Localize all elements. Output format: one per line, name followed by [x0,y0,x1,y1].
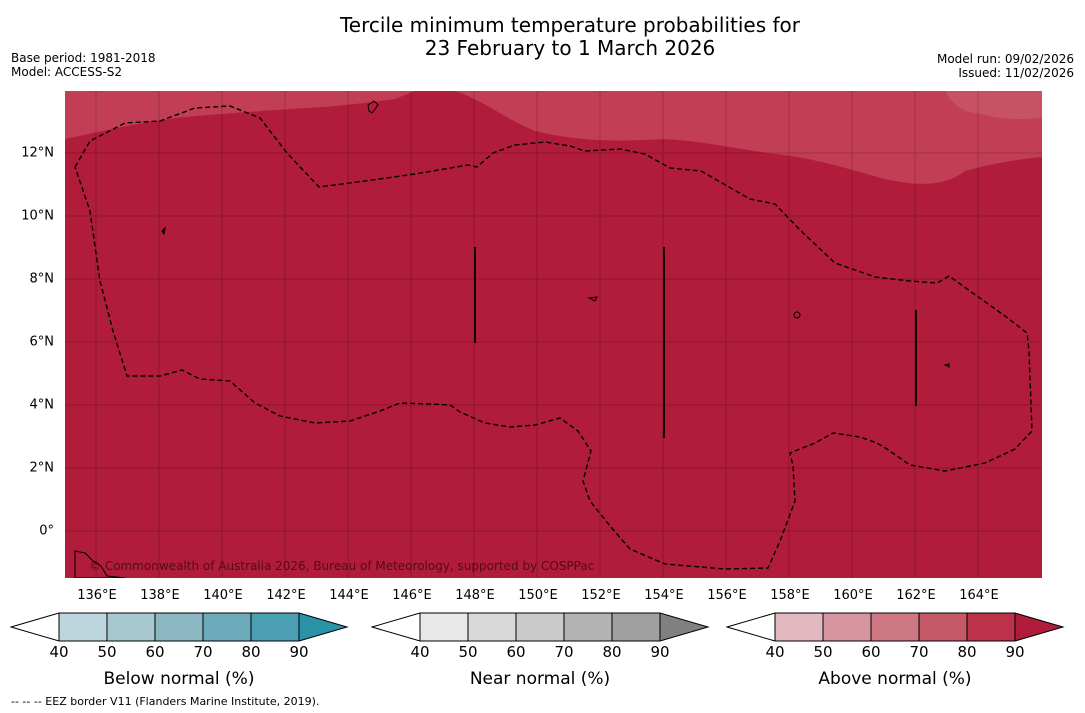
lon-tick-146: 146°E [392,588,432,603]
cb-below-seg-6 [299,613,347,641]
map-fill-above-80-right [455,91,1042,184]
cb-above-tick-80: 80 [957,643,977,661]
lon-tick-156: 156°E [707,588,747,603]
lat-tick-4: 4°N [29,397,55,413]
base-period-text: Base period: 1981-2018 [11,51,156,65]
cb-below-seg-2 [107,613,155,641]
copyright-notice: © Commonwealth of Australia 2026, Bureau… [89,559,594,573]
cb-above-seg-3 [871,613,919,641]
model-text: Model: ACCESS-S2 [11,65,123,79]
lon-tick-148: 148°E [455,588,495,603]
cb-below-seg-1 [59,613,107,641]
cb-near-tick-50: 50 [458,643,478,661]
island-small-2 [943,363,950,368]
island-guam [367,100,379,114]
chart-title: Tercile minimum temperature probabilitie… [0,14,1085,60]
cb-near-tick-80: 80 [602,643,622,661]
map-fill-above-70 [945,91,1042,120]
lon-tick-150: 150°E [518,588,558,603]
cb-below-tick-40: 40 [49,643,69,661]
cb-above-tick-40: 40 [765,643,785,661]
cb-near-seg-0 [372,613,420,641]
lat-tick-6: 6°N [29,334,55,350]
colorbar-below-normal [10,612,349,642]
cb-above-seg-0 [727,613,775,641]
island-palau [161,226,166,236]
island-png-coast [74,550,126,578]
eez-footnote: -- -- -- EEZ border V11 (Flanders Marine… [11,695,320,708]
lon-tick-140: 140°E [203,588,243,603]
lat-tick-8: 8°N [29,271,55,287]
cb-below-tick-50: 50 [97,643,117,661]
model-run-text: Model run: 09/02/2026 [936,52,1074,66]
lon-tick-162: 162°E [896,588,936,603]
cb-near-seg-2 [468,613,516,641]
lon-tick-154: 154°E [644,588,684,603]
cb-above-seg-2 [823,613,871,641]
cb-above-seg-5 [967,613,1015,641]
cb-near-tick-90: 90 [650,643,670,661]
cb-below-tick-60: 60 [145,643,165,661]
title-line-1: Tercile minimum temperature probabilitie… [339,13,801,37]
probability-map[interactable]: © Commonwealth of Australia 2026, Bureau… [65,91,1042,578]
island-small-1 [587,296,598,302]
cb-above-tick-90: 90 [1005,643,1025,661]
cb-near-seg-4 [564,613,612,641]
colorbar-above-normal [726,612,1065,642]
graticule [65,91,1042,578]
colorbar-near-normal [371,612,710,642]
cb-above-tick-50: 50 [813,643,833,661]
eez-border [74,105,1033,570]
cb-near-seg-6 [660,613,708,641]
lon-tick-142: 142°E [266,588,306,603]
lon-tick-160: 160°E [833,588,873,603]
lon-tick-158: 158°E [770,588,810,603]
cb-below-tick-90: 90 [289,643,309,661]
cb-below-tick-70: 70 [193,643,213,661]
lat-tick-2: 2°N [29,460,55,476]
lon-tick-152: 152°E [581,588,621,603]
lon-tick-144: 144°E [329,588,369,603]
title-line-2: 23 February to 1 March 2026 [424,36,716,60]
cb-below-seg-4 [203,613,251,641]
lat-tick-0: 0° [39,523,54,539]
cb-near-tick-40: 40 [410,643,430,661]
cb-near-tick-70: 70 [554,643,574,661]
map-fill-above-80 [65,91,415,139]
island-atoll [793,311,801,319]
cb-below-seg-0 [11,613,59,641]
issued-text: Issued: 11/02/2026 [958,66,1074,80]
cb-above-tick-60: 60 [861,643,881,661]
cb-near-seg-1 [420,613,468,641]
cb-above-tick-70: 70 [909,643,929,661]
lon-tick-164: 164°E [959,588,999,603]
cb-below-tick-80: 80 [241,643,261,661]
lat-tick-12: 12°N [21,145,54,161]
cb-above-seg-1 [775,613,823,641]
run-info-left: Base period: 1981-2018 Model: ACCESS-S2 [11,51,156,79]
lon-tick-136: 136°E [77,588,117,603]
cb-above-title: Above normal (%) [818,669,972,689]
cb-above-seg-4 [919,613,967,641]
lon-tick-138: 138°E [140,588,180,603]
cb-below-seg-3 [155,613,203,641]
cb-near-tick-60: 60 [506,643,526,661]
cb-near-title: Near normal (%) [469,669,611,689]
island-features [74,100,950,578]
cb-above-seg-6 [1015,613,1063,641]
lat-tick-10: 10°N [21,208,54,224]
run-info-right: Model run: 09/02/2026 Issued: 11/02/2026 [937,52,1074,80]
cb-near-seg-3 [516,613,564,641]
cb-near-seg-5 [612,613,660,641]
cb-below-seg-5 [251,613,299,641]
cb-below-title: Below normal (%) [103,669,255,689]
